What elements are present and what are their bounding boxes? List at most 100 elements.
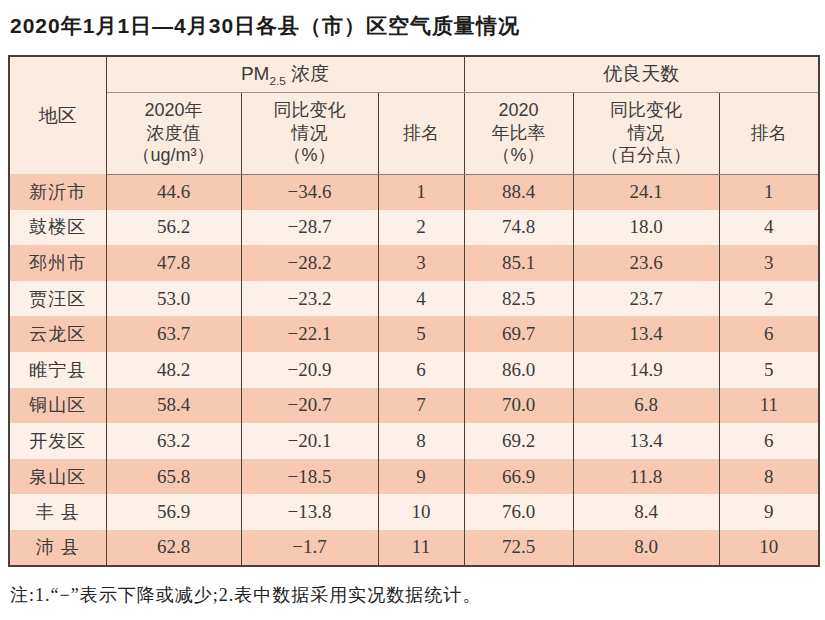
value-cell: 88.4	[464, 174, 573, 210]
value-cell: −28.2	[241, 245, 378, 281]
col-header-days-change: 同比变化 情况 （百分点）	[573, 92, 719, 174]
table-row: 泉山区65.8−18.5966.911.88	[9, 459, 819, 495]
table-row: 沛 县62.8−1.71172.58.010	[9, 530, 819, 566]
value-cell: −20.9	[241, 352, 378, 388]
value-cell: 70.0	[464, 388, 573, 424]
value-cell: 1	[719, 174, 819, 210]
pm25-label-subscript: 2.5	[269, 74, 285, 87]
good-days-group-header: 优良天数	[464, 56, 819, 92]
value-cell: 4	[378, 281, 464, 317]
value-cell: 8.0	[573, 530, 719, 566]
value-cell: 76.0	[464, 494, 573, 530]
col-header-pm-change: 同比变化 情况 （%）	[241, 92, 378, 174]
region-cell: 邳州市	[9, 245, 106, 281]
group-header-row: 地区 PM2.5 浓度 优良天数	[9, 56, 819, 92]
value-cell: −28.7	[241, 210, 378, 246]
value-cell: −23.2	[241, 281, 378, 317]
value-cell: 6	[719, 423, 819, 459]
value-cell: 82.5	[464, 281, 573, 317]
value-cell: 10	[378, 494, 464, 530]
region-cell: 鼓楼区	[9, 210, 106, 246]
value-cell: 72.5	[464, 530, 573, 566]
value-cell: 18.0	[573, 210, 719, 246]
region-cell: 泉山区	[9, 459, 106, 495]
value-cell: 66.9	[464, 459, 573, 495]
col-header-pm-rank: 排名	[378, 92, 464, 174]
value-cell: 3	[378, 245, 464, 281]
value-cell: 62.8	[106, 530, 241, 566]
col-header-days-rate: 2020 年比率 （%）	[464, 92, 573, 174]
value-cell: 8	[719, 459, 819, 495]
value-cell: 9	[719, 494, 819, 530]
value-cell: 4	[719, 210, 819, 246]
sub-header-row: 2020年 浓度值 （ug/m³） 同比变化 情况 （%） 排名 2020 年比…	[9, 92, 819, 174]
value-cell: 6.8	[573, 388, 719, 424]
value-cell: 1	[378, 174, 464, 210]
value-cell: 86.0	[464, 352, 573, 388]
value-cell: 5	[378, 316, 464, 352]
value-cell: −22.1	[241, 316, 378, 352]
value-cell: 56.9	[106, 494, 241, 530]
region-cell: 贾汪区	[9, 281, 106, 317]
value-cell: 6	[719, 316, 819, 352]
value-cell: −20.1	[241, 423, 378, 459]
value-cell: 23.7	[573, 281, 719, 317]
table-row: 新沂市44.6−34.6188.424.11	[9, 174, 819, 210]
value-cell: 74.8	[464, 210, 573, 246]
value-cell: 63.7	[106, 316, 241, 352]
pm25-group-header: PM2.5 浓度	[106, 56, 464, 92]
region-cell: 沛 县	[9, 530, 106, 566]
region-cell: 新沂市	[9, 174, 106, 210]
pm25-label-prefix: PM	[241, 63, 270, 84]
value-cell: 7	[378, 388, 464, 424]
table-row: 睢宁县48.2−20.9686.014.95	[9, 352, 819, 388]
table-row: 丰 县56.9−13.81076.08.49	[9, 494, 819, 530]
region-cell: 云龙区	[9, 316, 106, 352]
region-cell: 丰 县	[9, 494, 106, 530]
value-cell: 8	[378, 423, 464, 459]
table-row: 贾汪区53.0−23.2482.523.72	[9, 281, 819, 317]
value-cell: −13.8	[241, 494, 378, 530]
value-cell: 69.2	[464, 423, 573, 459]
value-cell: 56.2	[106, 210, 241, 246]
value-cell: 63.2	[106, 423, 241, 459]
page: 2020年1月1日—4月30日各县（市）区空气质量情况 地区 PM2.5 浓度 …	[0, 0, 825, 607]
value-cell: 47.8	[106, 245, 241, 281]
value-cell: 65.8	[106, 459, 241, 495]
value-cell: 9	[378, 459, 464, 495]
value-cell: −20.7	[241, 388, 378, 424]
value-cell: −1.7	[241, 530, 378, 566]
region-cell: 铜山区	[9, 388, 106, 424]
page-title: 2020年1月1日—4月30日各县（市）区空气质量情况	[8, 8, 818, 40]
footnote: 注:1.“−”表示下降或减少;2.表中数据采用实况数据统计。	[8, 583, 818, 607]
value-cell: 2	[378, 210, 464, 246]
air-quality-table: 地区 PM2.5 浓度 优良天数 2020年 浓度值 （ug/m³） 同比变化 …	[8, 55, 820, 567]
value-cell: 58.4	[106, 388, 241, 424]
value-cell: 48.2	[106, 352, 241, 388]
col-header-pm-value: 2020年 浓度值 （ug/m³）	[106, 92, 241, 174]
table-header: 地区 PM2.5 浓度 优良天数 2020年 浓度值 （ug/m³） 同比变化 …	[9, 56, 819, 174]
table-row: 邳州市47.8−28.2385.123.63	[9, 245, 819, 281]
value-cell: 85.1	[464, 245, 573, 281]
region-cell: 开发区	[9, 423, 106, 459]
table-row: 云龙区63.7−22.1569.713.46	[9, 316, 819, 352]
value-cell: 2	[719, 281, 819, 317]
region-column-header: 地区	[9, 56, 106, 174]
col-header-days-rank: 排名	[719, 92, 819, 174]
value-cell: 11.8	[573, 459, 719, 495]
value-cell: 8.4	[573, 494, 719, 530]
value-cell: 44.6	[106, 174, 241, 210]
value-cell: 23.6	[573, 245, 719, 281]
value-cell: 11	[719, 388, 819, 424]
value-cell: 10	[719, 530, 819, 566]
table-body: 新沂市44.6−34.6188.424.11鼓楼区56.2−28.7274.81…	[9, 174, 819, 566]
value-cell: −34.6	[241, 174, 378, 210]
value-cell: 13.4	[573, 423, 719, 459]
pm25-label-suffix: 浓度	[286, 63, 329, 84]
value-cell: 3	[719, 245, 819, 281]
value-cell: 24.1	[573, 174, 719, 210]
table-row: 鼓楼区56.2−28.7274.818.04	[9, 210, 819, 246]
value-cell: 53.0	[106, 281, 241, 317]
table-row: 开发区63.2−20.1869.213.46	[9, 423, 819, 459]
table-row: 铜山区58.4−20.7770.06.811	[9, 388, 819, 424]
